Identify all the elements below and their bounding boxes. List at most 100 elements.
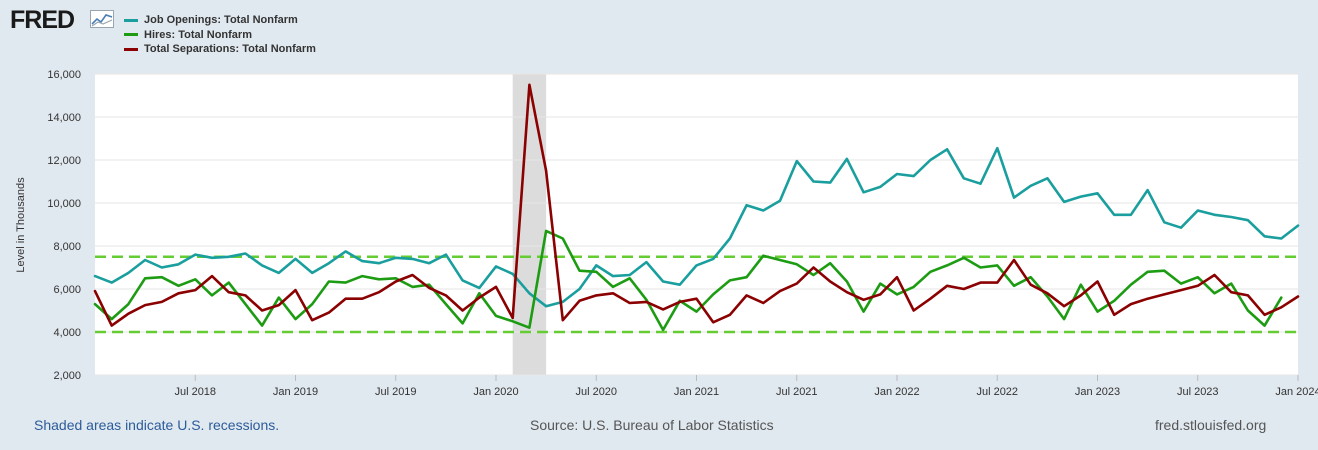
data-point (779, 290, 781, 292)
line-chart: 2,000 4,000 6,000 8,000 10,000 12,000 14,000 16… (15, 69, 1318, 398)
data-point (345, 298, 347, 300)
y-tick-label: 4,000 (53, 327, 81, 339)
data-point (896, 293, 898, 295)
data-point (629, 277, 631, 279)
data-point (746, 276, 748, 278)
data-point (278, 304, 280, 306)
x-tick-label: Jul 2019 (375, 386, 417, 398)
y-tick-label: 12,000 (47, 155, 81, 167)
data-point (1163, 221, 1165, 223)
data-point (328, 280, 330, 283)
data-point (746, 204, 748, 206)
data-point (278, 297, 280, 299)
data-point (261, 309, 263, 312)
data-point (278, 272, 280, 274)
data-point (1163, 270, 1165, 272)
data-point (111, 282, 113, 284)
data-point (228, 256, 230, 258)
legend-item-hires[interactable]: Hires: Total Nonfarm (124, 28, 316, 43)
data-point (1180, 289, 1182, 291)
data-point (746, 294, 748, 296)
data-point (829, 262, 831, 264)
data-point (1046, 177, 1048, 179)
y-tick-label: 2,000 (53, 370, 81, 382)
data-point (629, 274, 631, 276)
data-point (913, 286, 915, 288)
data-point (512, 320, 514, 322)
data-point (1197, 276, 1199, 278)
data-point (194, 254, 196, 256)
data-point (779, 200, 781, 202)
data-point (428, 287, 430, 289)
data-point (228, 291, 230, 293)
series-points-2 (94, 84, 1299, 327)
data-point (712, 293, 714, 295)
data-point (1030, 276, 1032, 278)
data-point (946, 148, 948, 150)
data-point (528, 84, 531, 86)
data-point (612, 275, 614, 277)
legend-item-separations[interactable]: Total Separations: Total Nonfarm (124, 42, 316, 57)
data-point (478, 287, 480, 289)
data-point (512, 273, 514, 275)
data-point (612, 292, 614, 294)
data-point (462, 279, 464, 281)
data-point (1030, 284, 1032, 286)
x-tick-label: Jan 2023 (1075, 386, 1120, 398)
data-point (712, 258, 714, 260)
data-point (228, 282, 230, 284)
data-point (1013, 197, 1015, 199)
data-point (762, 255, 764, 257)
data-point (996, 282, 998, 284)
data-point (244, 294, 246, 296)
data-point (1063, 318, 1065, 320)
data-point (863, 311, 865, 313)
data-point (963, 257, 965, 259)
data-point (495, 265, 497, 267)
data-point (311, 272, 313, 274)
data-point (979, 282, 982, 284)
data-point (963, 288, 965, 290)
data-point (411, 274, 414, 276)
data-point (913, 309, 915, 312)
data-point (1264, 325, 1266, 327)
data-point (562, 237, 564, 240)
data-point (1297, 295, 1299, 298)
data-point (127, 272, 129, 274)
x-tick-label: Jan 2022 (874, 386, 919, 398)
data-point (812, 266, 815, 269)
data-point (294, 289, 297, 291)
data-point (846, 291, 848, 293)
data-point (545, 305, 547, 307)
data-point (244, 303, 246, 305)
data-point (662, 308, 664, 310)
data-point (395, 277, 397, 279)
data-point (1147, 298, 1149, 300)
data-point (528, 292, 531, 294)
plot-area (95, 74, 1298, 375)
data-point (1063, 305, 1065, 307)
data-point (913, 175, 915, 177)
data-point (595, 271, 597, 273)
data-point (846, 158, 848, 160)
legend-label-job-openings: Job Openings: Total Nonfarm (144, 14, 298, 27)
data-point (1113, 214, 1115, 216)
data-point (261, 325, 263, 327)
data-point (1147, 271, 1149, 273)
legend-item-job-openings[interactable]: Job Openings: Total Nonfarm (124, 13, 316, 28)
data-point (361, 275, 363, 277)
data-point (211, 294, 213, 296)
data-point (1013, 285, 1015, 287)
data-point (1080, 284, 1082, 286)
fred-logo[interactable]: FRED (10, 6, 75, 34)
site-link[interactable]: fred.stlouisfed.org (1155, 417, 1267, 433)
legend-swatch-job-openings (124, 18, 138, 22)
data-point (1063, 201, 1065, 203)
x-tick-label: Jul 2018 (174, 386, 216, 398)
data-point (311, 303, 313, 305)
data-point (177, 285, 180, 287)
data-point (411, 286, 414, 288)
data-point (177, 263, 180, 265)
data-point (963, 177, 965, 179)
data-point (1080, 196, 1082, 198)
